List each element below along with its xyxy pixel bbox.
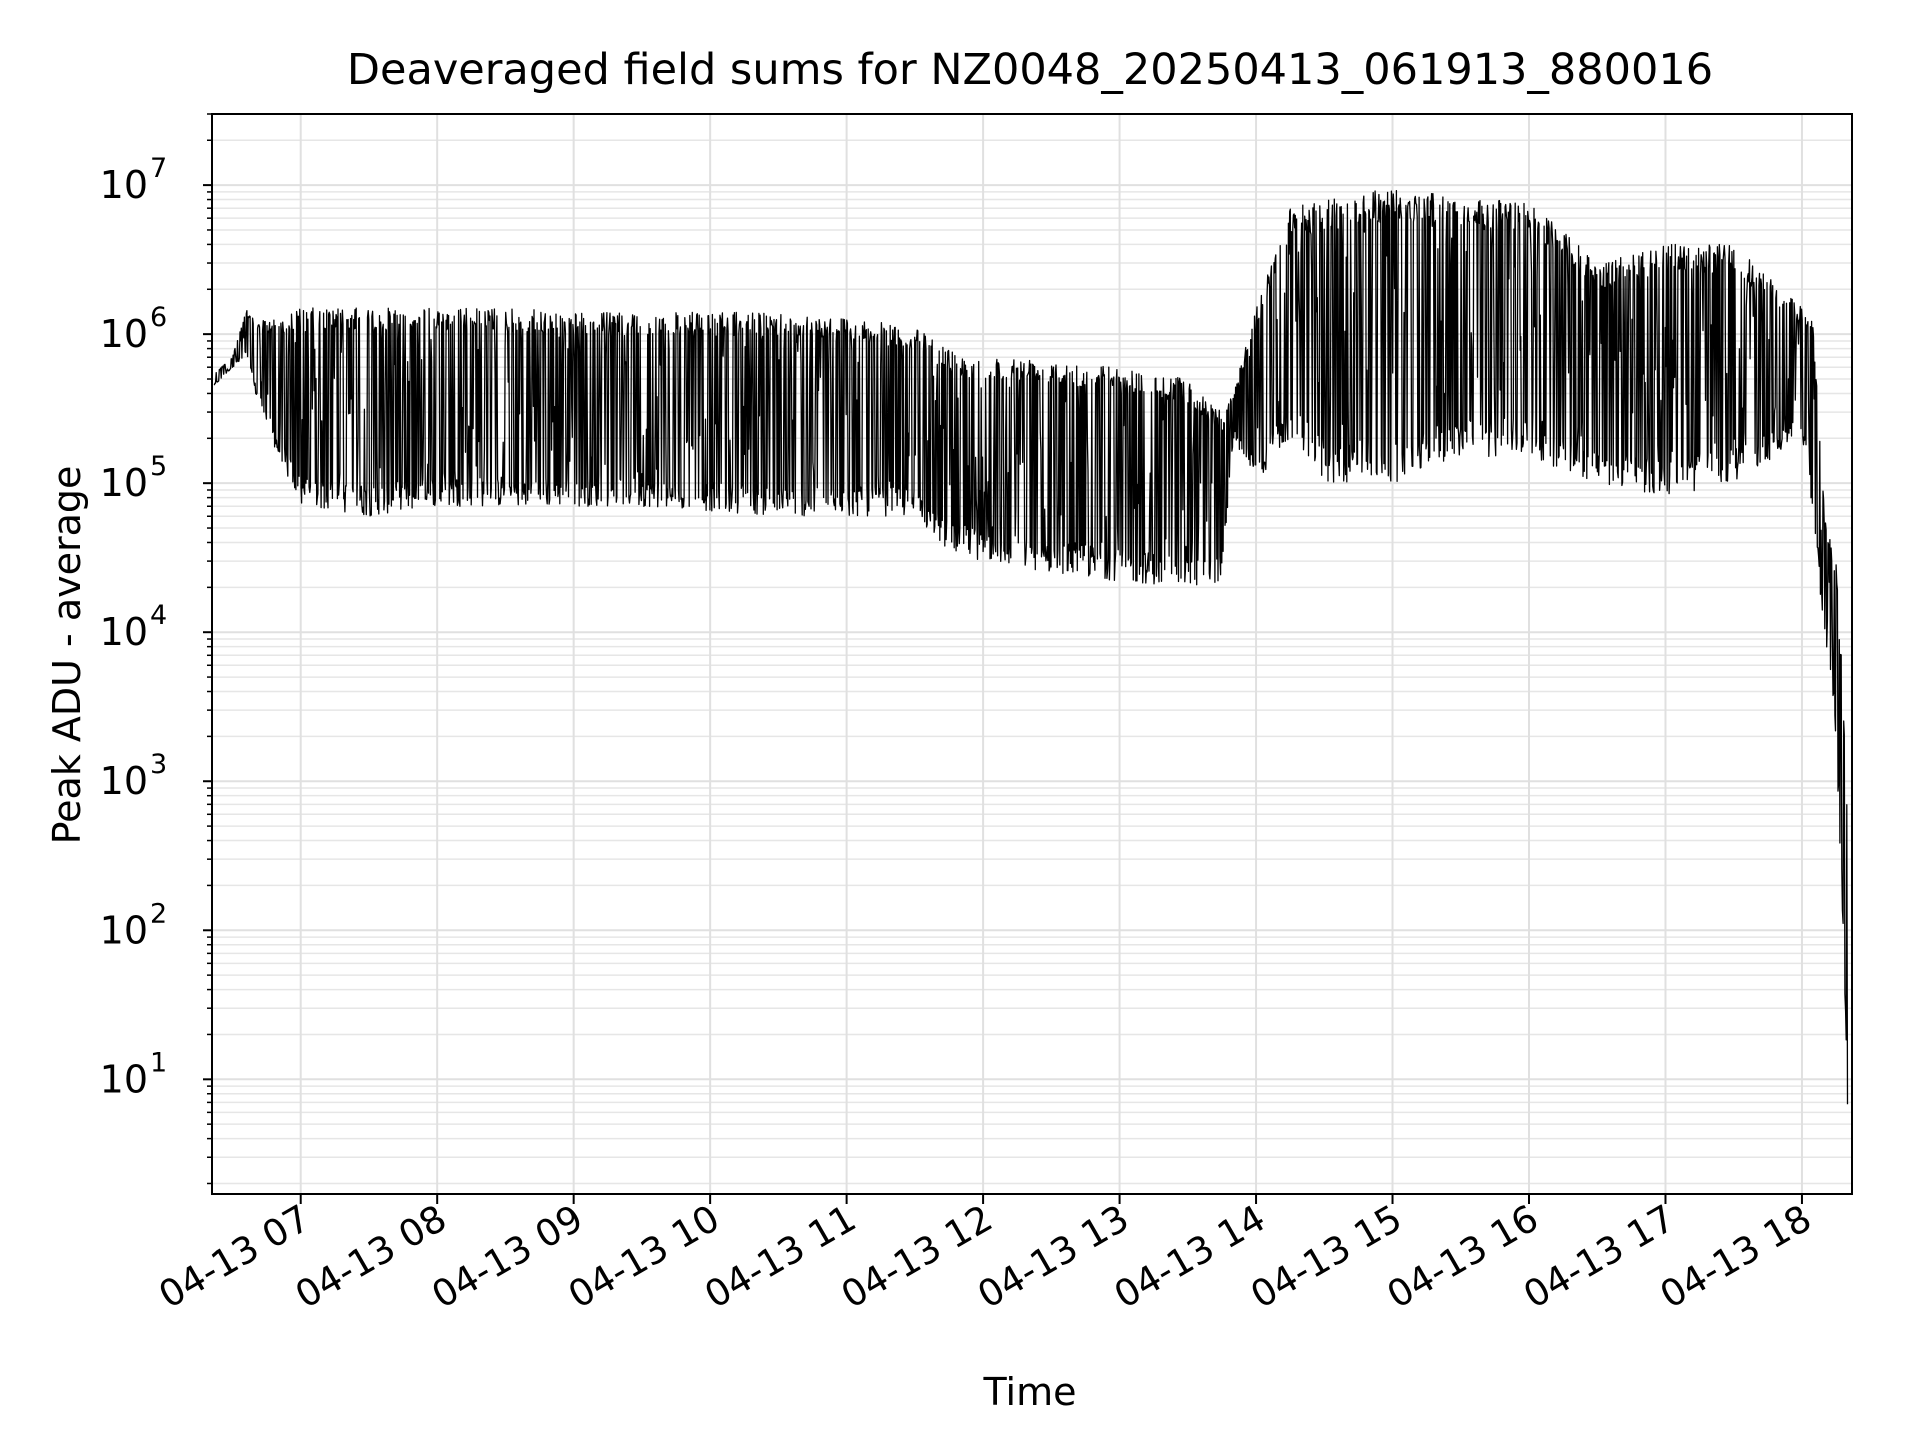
grid	[212, 113, 1852, 1194]
x-tick-label: 04-13 09	[425, 1197, 591, 1317]
series-layer	[213, 189, 1849, 1105]
y-tick-exponent: 1	[150, 1047, 167, 1078]
x-tick-label: 04-13 18	[1653, 1197, 1819, 1317]
series-line	[213, 189, 1849, 1105]
x-tick-label: 04-13 14	[1107, 1197, 1273, 1317]
y-tick-label: 10	[100, 908, 148, 952]
chart-title: Deaveraged field sums for NZ0048_2025041…	[347, 45, 1713, 95]
y-tick-label: 10	[100, 610, 148, 654]
y-tick-exponent: 2	[150, 898, 167, 929]
y-tick-exponent: 4	[150, 600, 167, 631]
y-axis-label: Peak ADU - average	[45, 466, 89, 845]
x-tick-label: 04-13 17	[1516, 1197, 1682, 1317]
y-tick-label: 10	[100, 461, 148, 505]
plot-frame	[211, 113, 1853, 1195]
x-tick-label: 04-13 13	[971, 1197, 1137, 1317]
y-tick-exponent: 6	[150, 302, 167, 333]
y-tick-label: 10	[100, 1057, 148, 1101]
x-tick-label: 04-13 12	[834, 1197, 1000, 1317]
x-tick-label: 04-13 11	[698, 1197, 864, 1317]
x-tick-label: 04-13 07	[152, 1197, 318, 1317]
x-tick-label: 04-13 15	[1243, 1197, 1409, 1317]
y-tick-label: 10	[100, 163, 148, 207]
x-tick-label: 04-13 08	[288, 1197, 454, 1317]
x-tick-label: 04-13 10	[561, 1197, 727, 1317]
y-tick-exponent: 7	[150, 153, 167, 184]
y-tick-label: 10	[100, 312, 148, 356]
y-tick-exponent: 5	[150, 451, 167, 482]
x-axis-label: Time	[983, 1370, 1077, 1414]
y-tick-label: 10	[100, 759, 148, 803]
x-tick-label: 04-13 16	[1380, 1197, 1546, 1317]
y-tick-exponent: 3	[150, 749, 167, 780]
